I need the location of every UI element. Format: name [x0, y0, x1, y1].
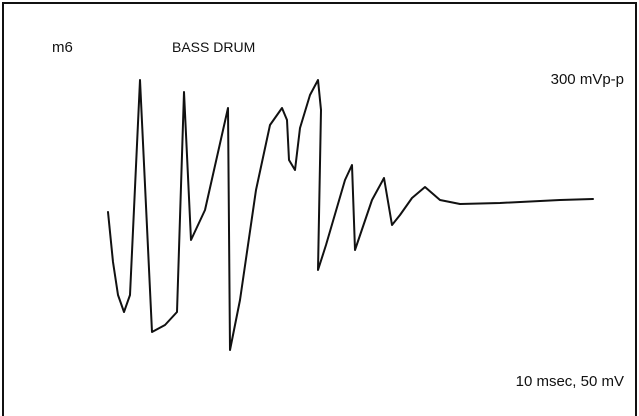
- waveform: [107, 79, 594, 351]
- amplitude-label: 300 mVp-p: [551, 71, 624, 88]
- figure-id: m6: [52, 39, 73, 56]
- scale-label: 10 msec, 50 mV: [516, 373, 624, 390]
- figure-title: BASS DRUM: [172, 39, 255, 55]
